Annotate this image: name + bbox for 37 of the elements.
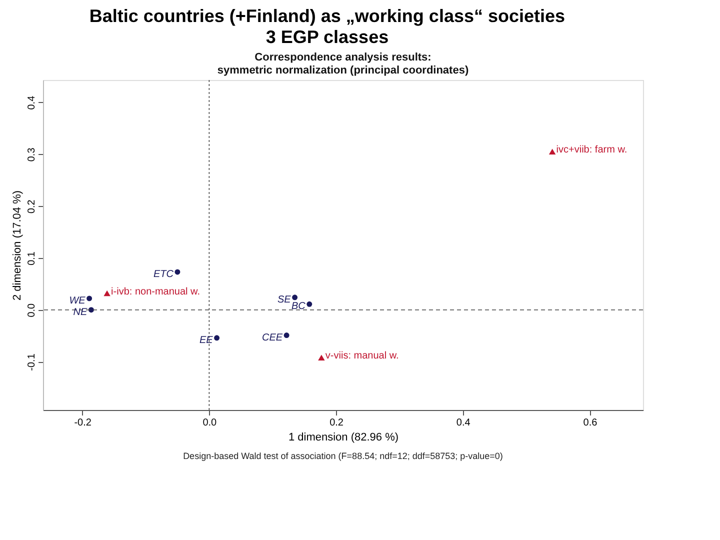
x-tick-label: -0.2 <box>74 418 92 428</box>
annotation: NE <box>73 306 88 318</box>
text: Correspondence analysis results: <box>254 52 432 64</box>
y-tick-label: 0.1 <box>26 251 38 266</box>
x-axis-title: 1 dimension (82.96 %) <box>288 432 399 444</box>
point <box>86 296 92 302</box>
text: Design-based Wald test of association (F=88.54; ndf=12; ddf=58753; p-value=0) <box>183 451 503 461</box>
annotation: BC <box>291 301 306 312</box>
text: symmetric normalization (principal coordinates) <box>217 64 469 77</box>
point <box>292 294 298 300</box>
annotation: i-ivb: non-manual w. <box>111 286 200 298</box>
y-tick-label: 0.0 <box>26 302 38 318</box>
annotation: ETC <box>153 268 174 280</box>
point <box>318 354 325 360</box>
point <box>548 148 556 155</box>
chart-subtitle: 3 EGP classes <box>266 27 389 48</box>
annotation: ivc+viib: farm w. <box>556 144 628 156</box>
x-tick-label: 0.4 <box>456 418 471 428</box>
y-tick-label: -0.1 <box>26 353 38 371</box>
annotation: v-viis: manual w. <box>325 350 399 362</box>
y-axis-title: 2 dimension (17.04 %) <box>12 190 24 301</box>
annotation: EE <box>199 334 214 346</box>
point <box>306 301 312 307</box>
chart-title: Baltic countries (+Finland) as „working class“ societies <box>89 6 566 26</box>
point <box>174 269 180 275</box>
point <box>284 332 290 338</box>
point <box>214 335 220 341</box>
point <box>104 290 110 296</box>
x-tick-label: 0.2 <box>330 418 344 428</box>
x-tick-label: 0.6 <box>583 418 598 428</box>
annotation: SE <box>277 294 292 306</box>
y-tick-label: 0.3 <box>26 147 38 162</box>
annotation: WE <box>69 295 86 306</box>
y-tick-label: 0.2 <box>26 199 38 214</box>
annotation: CEE <box>262 332 283 344</box>
x-tick-label: 0.0 <box>202 418 218 428</box>
y-tick-label: 0.4 <box>26 95 38 110</box>
